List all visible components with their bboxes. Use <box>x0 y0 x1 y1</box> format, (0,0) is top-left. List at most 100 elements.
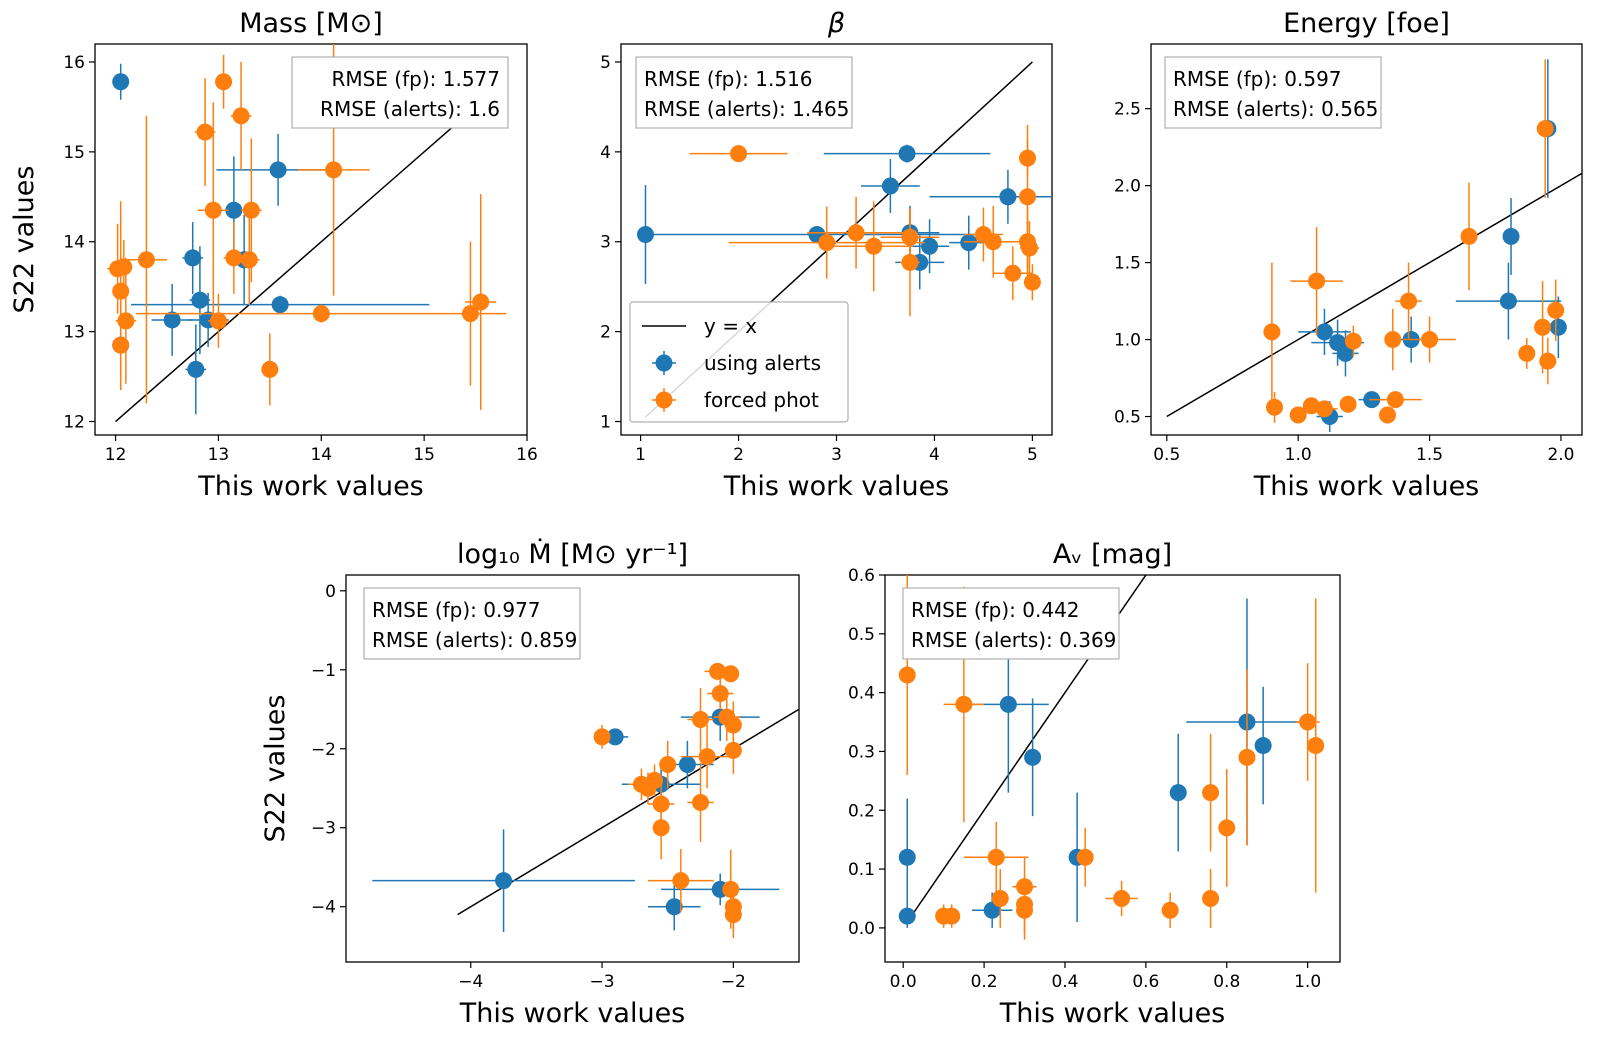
axes-frame <box>345 574 800 963</box>
data-point <box>115 257 137 384</box>
marker <box>112 336 130 354</box>
marker <box>1315 400 1333 418</box>
panel-title: β <box>827 8 845 39</box>
x-tick-label: 0.4 <box>1051 972 1078 992</box>
data-point <box>194 78 216 187</box>
marker <box>665 898 683 916</box>
data-point <box>1547 279 1565 342</box>
marker <box>1299 713 1317 731</box>
data-point <box>1311 400 1338 418</box>
data-point <box>112 63 130 100</box>
axes-frame <box>94 43 528 436</box>
data-point <box>1536 59 1554 198</box>
data-point <box>223 221 245 294</box>
x-tick-label: 14 <box>310 445 332 465</box>
data-point <box>1369 391 1422 409</box>
data-point <box>1379 406 1397 424</box>
marker <box>112 73 130 91</box>
marker <box>1339 395 1357 413</box>
x-tick-label: 12 <box>105 445 127 465</box>
data-point <box>261 333 279 406</box>
marker <box>987 848 1005 866</box>
data-point <box>1518 338 1536 369</box>
panel-4: −4 −3 −2 −4 −3 −2 −1 0 log₁₀ Ṁ [M⊙ yr⁻¹] This wor… <box>260 538 800 1029</box>
marker <box>898 666 916 684</box>
data-point <box>860 159 920 213</box>
y-tick-label: 0.5 <box>848 625 875 645</box>
panel-1: 12 13 14 15 16 12 13 14 15 16 Mass [M⊙] This work v… <box>9 8 538 502</box>
legend: y = x using alerts forced phot <box>629 301 849 423</box>
marker <box>636 226 654 244</box>
marker <box>672 872 690 890</box>
data-point <box>823 144 991 163</box>
plot-area <box>636 61 1052 418</box>
x-axis-label: This work values <box>459 998 686 1029</box>
series-alerts <box>636 144 1052 290</box>
legend-fp-label: forced phot <box>704 388 819 412</box>
y-tick-label: −2 <box>311 740 336 760</box>
data-point <box>689 145 788 163</box>
y-tick-label: 0.3 <box>848 742 875 762</box>
y-tick-label: 0.2 <box>848 801 875 821</box>
marker <box>646 771 664 789</box>
marker <box>242 201 260 219</box>
marker <box>115 258 133 276</box>
rmse-alerts-text: RMSE (alerts): 1.6 <box>320 97 500 121</box>
rmse-box: RMSE (fp): 0.977 RMSE (alerts): 0.859 <box>363 587 581 660</box>
marker <box>215 73 233 91</box>
data-point <box>728 206 925 279</box>
marker <box>724 716 742 734</box>
data-point <box>722 665 740 683</box>
rmse-box-frame <box>1164 56 1382 129</box>
marker <box>269 161 287 179</box>
marker <box>1379 406 1397 424</box>
marker <box>730 145 748 163</box>
data-point <box>991 869 1009 928</box>
marker <box>1549 318 1567 336</box>
marker <box>593 728 611 746</box>
marker <box>898 145 916 163</box>
marker <box>724 906 742 924</box>
x-tick-label: 0.6 <box>1132 972 1159 992</box>
y-tick-label: −1 <box>311 661 336 681</box>
marker <box>1161 901 1179 919</box>
y-tick-label: 1.0 <box>1114 331 1141 351</box>
y-axis-label: S22 values <box>9 166 40 314</box>
data-point <box>593 725 611 749</box>
data-point <box>1076 827 1094 887</box>
x-tick-label: 13 <box>208 445 230 465</box>
x-tick-label: 0.5 <box>1153 445 1180 465</box>
x-tick-label: 1.0 <box>1285 445 1312 465</box>
marker <box>652 819 670 837</box>
marker <box>1302 397 1320 415</box>
panel-title: Energy [foe] <box>1283 8 1450 39</box>
plot-area <box>898 575 1325 940</box>
marker <box>1315 323 1333 341</box>
data-point <box>1344 325 1362 357</box>
marker <box>271 296 289 314</box>
data-point <box>239 214 260 305</box>
marker <box>1547 301 1565 319</box>
x-tick-label: 1.0 <box>1294 972 1321 992</box>
rmse-box-frame <box>363 587 581 660</box>
rmse-box: RMSE (fp): 1.577 RMSE (alerts): 1.6 <box>291 56 509 129</box>
data-point <box>807 196 906 269</box>
data-point <box>1016 874 1034 934</box>
x-tick-label: −2 <box>721 972 746 992</box>
y-tick-label: 0.0 <box>848 919 875 939</box>
x-tick-label: 16 <box>516 445 538 465</box>
x-tick-label: 0.0 <box>890 972 917 992</box>
marker <box>232 107 250 125</box>
marker <box>1020 239 1038 257</box>
y-tick-label: −3 <box>311 819 336 839</box>
y-tick-label: 16 <box>63 53 85 73</box>
data-point <box>648 849 714 913</box>
rmse-alerts-text: RMSE (alerts): 0.859 <box>372 628 577 652</box>
y-tick-label: 1 <box>600 413 611 433</box>
marker <box>1539 352 1557 370</box>
data-point <box>1238 669 1256 846</box>
marker <box>960 234 978 252</box>
data-point <box>1019 221 1040 276</box>
data-point <box>230 61 252 170</box>
data-point <box>115 239 133 294</box>
